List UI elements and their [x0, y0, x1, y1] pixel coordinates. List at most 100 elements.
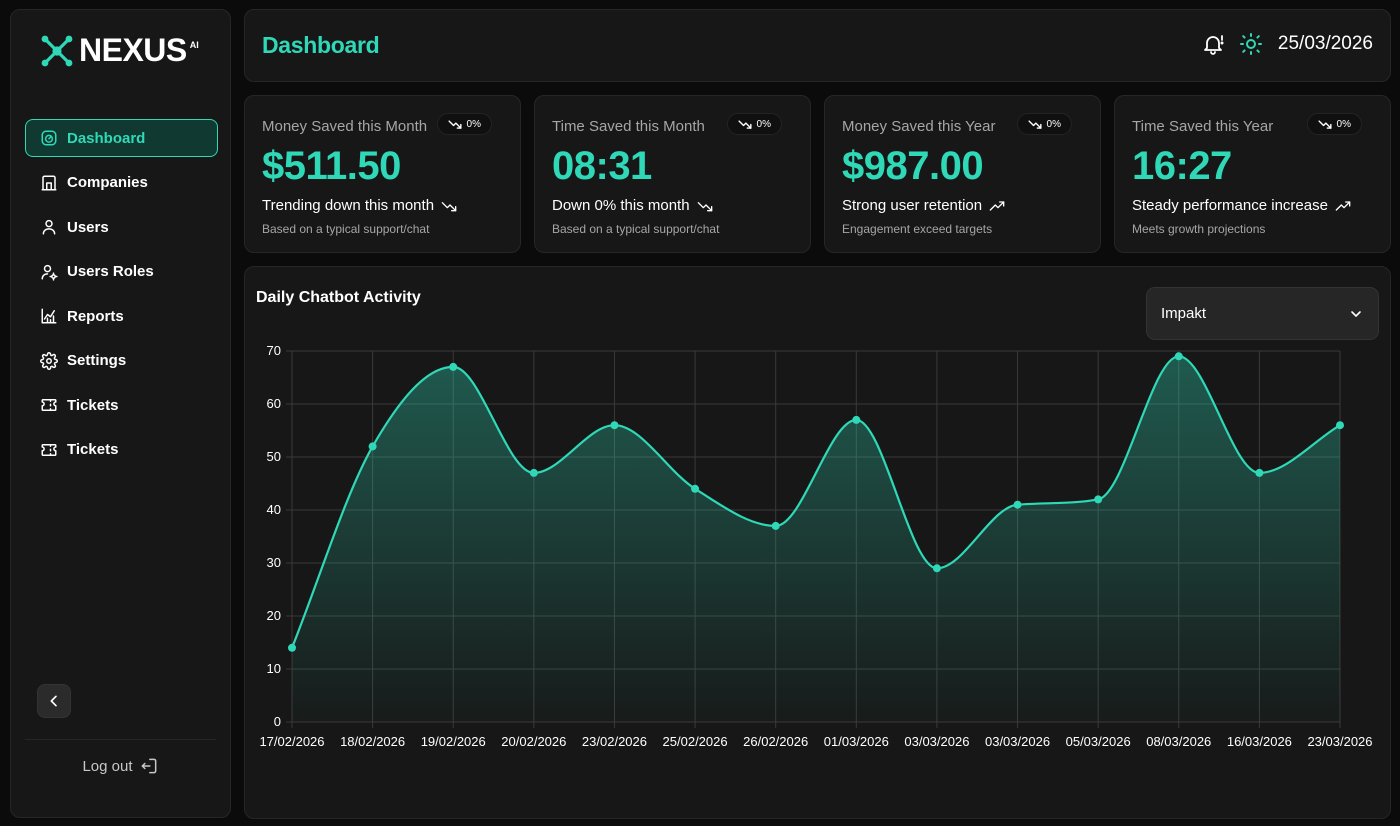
- activity-chart-panel: 0 10 20 30 40 50 60 70 17/02/2026 18/02/2026 19/02…: [244, 266, 1391, 819]
- trending-up-icon: [1335, 200, 1351, 211]
- card-value: 08:31: [552, 144, 652, 188]
- card-subtext: Based on a typical support/chat: [552, 222, 720, 236]
- trending-down-icon: [448, 120, 462, 129]
- x-tick-label: 08/03/2026: [1146, 734, 1211, 749]
- ticket-icon: [41, 443, 57, 456]
- top-header: Dashboard 25/03/2026: [244, 9, 1391, 82]
- x-tick-label: 17/02/2026: [259, 734, 324, 749]
- sun-icon[interactable]: [1239, 32, 1263, 56]
- sidebar-item-label: Users Roles: [67, 263, 154, 280]
- sidebar-item-label: Reports: [67, 307, 124, 325]
- card-trend: Down 0% this month: [552, 197, 713, 214]
- card-subtext: Meets growth projections: [1132, 222, 1266, 236]
- data-point[interactable]: [1255, 468, 1264, 477]
- data-point[interactable]: [610, 421, 619, 430]
- trend-text: Strong user retention: [842, 197, 983, 214]
- trend-text: Steady performance increase: [1132, 197, 1328, 214]
- stat-card-money-month: Money Saved this Month 0% $511.50 Trendi…: [244, 95, 521, 253]
- card-value: $511.50: [262, 144, 401, 188]
- ticket-icon: [41, 399, 57, 411]
- data-point[interactable]: [288, 643, 296, 652]
- data-point[interactable]: [852, 415, 861, 424]
- sidebar-item-tickets-2[interactable]: Tickets: [25, 431, 218, 469]
- y-tick-label: 10: [267, 661, 281, 676]
- card-trend: Trending down this month: [262, 197, 457, 214]
- change-badge: 0%: [1016, 113, 1072, 135]
- data-point[interactable]: [368, 442, 377, 451]
- gear-icon: [40, 351, 58, 370]
- card-label: Money Saved this Year: [842, 118, 996, 135]
- sidebar-item-settings[interactable]: Settings: [25, 342, 218, 380]
- gauge-icon: [41, 130, 57, 146]
- x-tick-label: 26/02/2026: [743, 734, 808, 749]
- sidebar-item-users-roles[interactable]: Users Roles: [25, 253, 218, 291]
- sidebar-item-users[interactable]: Users: [25, 208, 218, 246]
- select-value: Impakt: [1161, 305, 1207, 322]
- data-point[interactable]: [691, 484, 700, 493]
- badge-text: 0%: [1336, 118, 1351, 130]
- trending-down-icon: [441, 201, 457, 211]
- y-tick-label: 30: [267, 555, 281, 570]
- sidebar-item-label: Tickets: [67, 396, 119, 414]
- x-tick-label: 25/02/2026: [663, 734, 728, 749]
- logout-label: Log out: [82, 757, 133, 775]
- stat-card-time-year: Time Saved this Year 0% 16:27 Steady per…: [1114, 95, 1391, 253]
- data-point[interactable]: [1174, 352, 1183, 361]
- logout-icon: [141, 758, 156, 774]
- y-tick-label: 0: [274, 714, 281, 729]
- change-badge: 0%: [726, 113, 782, 135]
- data-point[interactable]: [449, 362, 458, 371]
- sidebar-item-dashboard[interactable]: Dashboard: [25, 119, 218, 157]
- header-actions: 25/03/2026: [1201, 32, 1373, 56]
- card-label: Money Saved this Month: [262, 118, 428, 135]
- chart-icon: [41, 308, 57, 324]
- data-point[interactable]: [1336, 421, 1344, 430]
- x-tick-label: 23/03/2026: [1307, 734, 1372, 749]
- badge-text: 0%: [1046, 118, 1061, 130]
- sidebar-item-label: Tickets: [67, 441, 119, 458]
- data-point[interactable]: [771, 521, 780, 530]
- trending-down-icon: [697, 201, 712, 211]
- x-tick-label: 03/03/2026: [985, 734, 1050, 749]
- trending-down-icon: [1318, 120, 1332, 129]
- sidebar-item-companies[interactable]: Companies: [25, 164, 218, 202]
- x-tick-label: 18/02/2026: [340, 734, 405, 749]
- header-date: 25/03/2026: [1277, 33, 1373, 54]
- chart-title: Daily Chatbot Activity: [256, 289, 421, 306]
- card-value: 16:27: [1132, 144, 1232, 188]
- sidebar-item-reports[interactable]: Reports: [25, 297, 218, 335]
- company-select[interactable]: Impakt: [1146, 287, 1379, 340]
- trending-up-icon: [989, 200, 1005, 211]
- data-point[interactable]: [932, 564, 941, 573]
- data-point[interactable]: [529, 468, 538, 477]
- y-tick-label: 70: [267, 343, 281, 358]
- brand-sup: AI: [189, 40, 199, 50]
- user-icon: [42, 219, 56, 235]
- sidebar-item-tickets[interactable]: Tickets: [25, 386, 218, 424]
- area-fill: [292, 356, 1340, 722]
- sidebar-item-label: Users: [67, 218, 109, 236]
- logo[interactable]: NEXUS AI: [39, 32, 199, 69]
- y-tick-label: 50: [267, 449, 281, 464]
- collapse-sidebar-button[interactable]: [37, 684, 71, 718]
- data-point[interactable]: [1094, 495, 1103, 504]
- sidebar: NEXUS AI Dashboard Companies Users Users…: [10, 9, 231, 818]
- x-tick-label: 23/02/2026: [582, 734, 647, 749]
- sidebar-item-label: Companies: [67, 174, 148, 191]
- y-tick-label: 20: [267, 608, 281, 623]
- change-badge: 0%: [436, 113, 492, 135]
- x-tick-label: 20/02/2026: [501, 734, 566, 749]
- brand-name: NEXUS: [79, 32, 187, 68]
- data-point[interactable]: [1013, 500, 1022, 509]
- x-tick-label: 01/03/2026: [824, 734, 889, 749]
- bell-icon[interactable]: [1201, 32, 1225, 56]
- activity-chart: 0 10 20 30 40 50 60 70 17/02/2026 18/02/2026 19/02…: [259, 343, 1372, 749]
- chevron-down-icon: [1351, 310, 1361, 317]
- logout-button[interactable]: Log out: [11, 756, 230, 776]
- sidebar-item-label: Dashboard: [67, 129, 146, 147]
- card-value: $987.00: [842, 144, 984, 188]
- trend-text: Trending down this month: [262, 197, 435, 214]
- x-tick-label: 05/03/2026: [1066, 734, 1131, 749]
- x-tick-label: 16/03/2026: [1227, 734, 1292, 749]
- y-tick-label: 60: [267, 396, 281, 411]
